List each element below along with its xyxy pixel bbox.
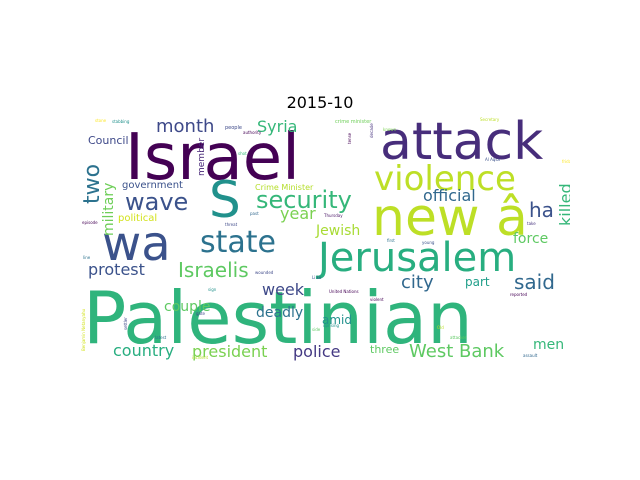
word-side: side [312,327,321,332]
word-member: member [197,137,207,176]
word-known: known [383,127,397,132]
word-government: government [122,180,183,191]
word-jerusalem: Jerusalem [318,235,517,281]
word-united-nations: United Nations [329,289,359,294]
word-friday: friday [562,159,570,164]
word-episode: episode [82,220,98,225]
word-attacker: attacker [450,335,467,340]
chart-title: 2015-10 [286,93,354,112]
word-wounded: wounded [255,270,274,275]
word-settler: settler [123,317,128,330]
word-israelis: Israelis [178,258,249,282]
word-attack: attack [380,116,544,172]
word-reported: reported [510,292,528,297]
word-state: state [200,225,276,260]
word-take: take [527,221,536,226]
word-israel: Israel [125,121,300,195]
word-incident: incident [192,355,209,360]
word-young: young [422,240,435,245]
word-couple: couple [164,299,211,315]
word-military: military [101,182,117,236]
word-palestinian: Palestinian [83,276,473,360]
word-syria: Syria [257,117,298,136]
word-ha: ha [529,198,554,222]
word-stabbing: stabbing [112,119,130,124]
word-year: year [280,204,316,223]
word-killed: killed [556,183,570,226]
word-west-bank: West Bank [409,341,505,361]
word-crime-minister: Crime Minister [255,183,314,192]
word-s: S [209,171,241,229]
word-li-ke: Li ke [312,275,322,280]
word-president: president [192,342,268,361]
word-line: line [83,255,91,260]
word-council: Council [88,134,129,147]
word-month: month [156,116,215,137]
word-old: Old [437,325,444,330]
word-tense: tense [347,132,352,144]
word-new: new â [372,188,528,248]
word-force: force [513,231,549,247]
word-benjamin-netanyahu: Benjamin Netanyahu [81,308,86,351]
word-amid: amid [322,313,352,327]
word-people: people [225,125,242,131]
word-part: part [465,275,490,289]
word-political: political [118,213,158,224]
word-sign: sign [208,287,217,292]
word-city: city [401,272,434,293]
word-crime-minister-2: crime minister [335,119,372,125]
word-past: past [250,211,259,216]
word-first: first [387,238,395,243]
word-wave: wave [125,188,189,216]
word-thursday: Thursday [324,213,343,218]
word-men: men [533,337,565,353]
word-uprising: uprising [323,323,340,328]
word-wa: wa [102,216,171,272]
word-violent: violent [370,297,384,302]
word-gate: gate [196,311,206,316]
word-official: official [423,186,476,205]
word-protest: protest [88,260,145,279]
word-al-aqsa: Al Aqsa [485,157,500,162]
word-cloud: Palestinian Israel new â attack wa S Jer… [80,116,570,361]
word-said: said [514,270,555,294]
word-security: security [256,186,352,214]
word-decade: decade [369,123,374,138]
word-stone: stone [95,118,107,123]
word-violence: violence [374,159,516,199]
word-jewish: Jewish [316,223,361,239]
word-latest: latest [155,335,167,340]
word-country: country [113,341,175,360]
word-secretary: Secretary [480,117,500,122]
word-police: police [293,342,341,361]
word-assault: assault [523,353,538,358]
word-shot: shot [238,151,247,156]
word-authority: authority [243,130,262,135]
word-week: week [262,280,305,299]
word-threat: threat [225,222,238,227]
word-deadly: deadly [256,305,304,321]
word-three: three [370,343,400,356]
